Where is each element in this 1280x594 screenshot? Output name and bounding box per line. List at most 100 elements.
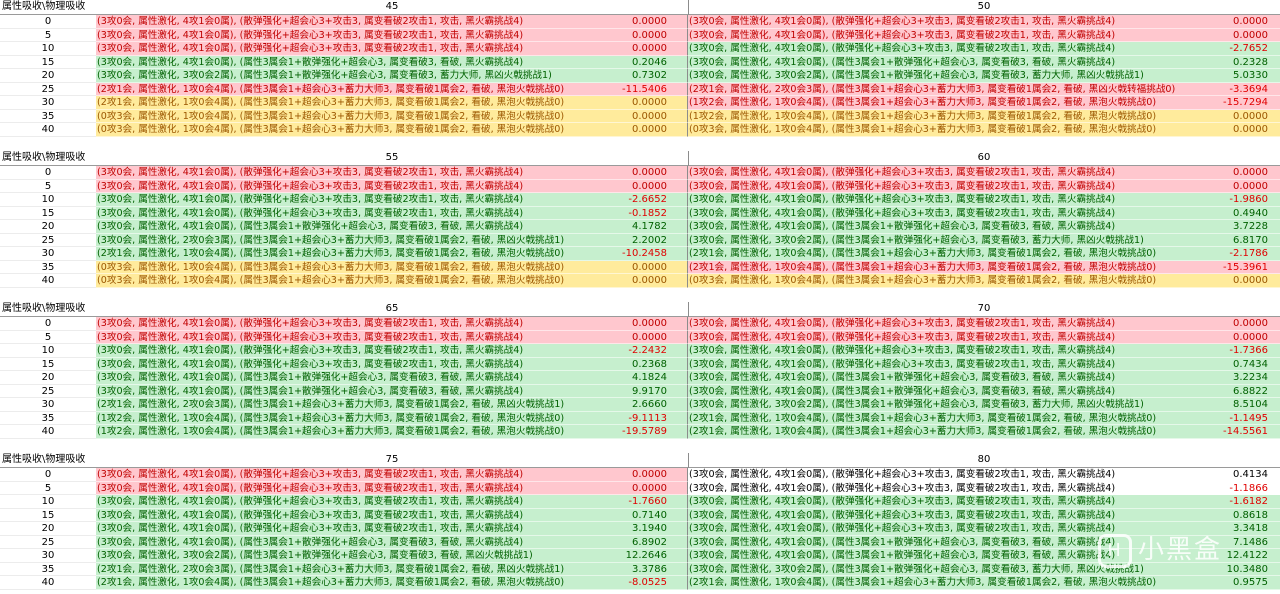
data-cell[interactable]: (3攻0会, 属性激化, 4攻1会0属), (散弹强化+超会心3+攻击3, 属变… xyxy=(96,317,688,331)
row-key[interactable]: 35 xyxy=(0,109,96,123)
data-cell[interactable]: (3攻0会, 属性激化, 4攻1会0属), (散弹强化+超会心3+攻击3, 属变… xyxy=(688,522,1280,536)
data-cell[interactable]: (0攻3会, 属性激化, 1攻0会4属), (属性3属会1+超会心3+蓄力大师3… xyxy=(96,109,688,123)
row-key[interactable]: 5 xyxy=(0,28,96,42)
data-cell[interactable]: (2攻1会, 属性激化, 1攻0会4属), (属性3属会1+超会心3+蓄力大师3… xyxy=(96,82,688,96)
row-key[interactable]: 15 xyxy=(0,206,96,220)
row-key[interactable]: 40 xyxy=(0,274,96,288)
data-cell[interactable]: (3攻0会, 属性激化, 3攻0会2属), (属性3属会1+散弹强化+超会心3,… xyxy=(688,398,1280,412)
data-cell[interactable]: (3攻0会, 属性激化, 4攻1会0属), (散弹强化+超会心3+攻击3, 属变… xyxy=(96,481,688,495)
row-key[interactable]: 25 xyxy=(0,535,96,549)
data-cell[interactable]: (3攻0会, 属性激化, 4攻1会0属), (散弹强化+超会心3+攻击3, 属变… xyxy=(688,193,1280,207)
data-cell[interactable]: (3攻0会, 属性激化, 4攻1会0属), (属性3属会1+散弹强化+超会心3,… xyxy=(96,535,688,549)
data-cell[interactable]: (3攻0会, 属性激化, 4攻1会0属), (散弹强化+超会心3+攻击3, 属变… xyxy=(688,42,1280,56)
data-cell[interactable]: (0攻3会, 属性激化, 1攻0会4属), (属性3属会1+超会心3+蓄力大师3… xyxy=(96,260,688,274)
data-cell[interactable]: (3攻0会, 属性激化, 4攻1会0属), (散弹强化+超会心3+攻击3, 属变… xyxy=(688,508,1280,522)
data-cell[interactable]: (2攻1会, 属性激化, 1攻0会4属), (属性3属会1+超会心3+蓄力大师3… xyxy=(688,247,1280,261)
row-key[interactable]: 0 xyxy=(0,468,96,482)
row-key[interactable]: 15 xyxy=(0,55,96,69)
row-key[interactable]: 25 xyxy=(0,233,96,247)
data-cell[interactable]: (3攻0会, 属性激化, 4攻1会0属), (散弹强化+超会心3+攻击3, 属变… xyxy=(96,42,688,56)
row-key[interactable]: 20 xyxy=(0,69,96,83)
data-cell[interactable]: (3攻0会, 属性激化, 4攻1会0属), (属性3属会1+散弹强化+超会心3,… xyxy=(96,55,688,69)
row-key[interactable]: 0 xyxy=(0,15,96,29)
row-key[interactable]: 30 xyxy=(0,398,96,412)
data-cell[interactable]: (3攻0会, 属性激化, 3攻0会2属), (属性3属会1+散弹强化+超会心3,… xyxy=(688,69,1280,83)
data-cell[interactable]: (3攻0会, 属性激化, 4攻1会0属), (散弹强化+超会心3+攻击3, 属变… xyxy=(688,15,1280,29)
data-cell[interactable]: (3攻0会, 属性激化, 3攻0会2属), (属性3属会1+散弹强化+超会心3,… xyxy=(96,549,688,563)
row-key[interactable]: 10 xyxy=(0,42,96,56)
data-cell[interactable]: (3攻0会, 属性激化, 4攻1会0属), (散弹强化+超会心3+攻击3, 属变… xyxy=(96,344,688,358)
data-cell[interactable]: (3攻0会, 属性激化, 4攻1会0属), (散弹强化+超会心3+攻击3, 属变… xyxy=(96,206,688,220)
row-key[interactable]: 35 xyxy=(0,260,96,274)
row-key[interactable]: 0 xyxy=(0,317,96,331)
data-cell[interactable]: (3攻0会, 属性激化, 4攻1会0属), (属性3属会1+散弹强化+超会心3,… xyxy=(688,220,1280,234)
data-cell[interactable]: (3攻0会, 属性激化, 4攻1会0属), (散弹强化+超会心3+攻击3, 属变… xyxy=(96,15,688,29)
data-cell[interactable]: (3攻0会, 属性激化, 3攻0会2属), (属性3属会1+散弹强化+超会心3,… xyxy=(688,233,1280,247)
data-cell[interactable]: (3攻0会, 属性激化, 4攻1会0属), (散弹强化+超会心3+攻击3, 属变… xyxy=(96,166,688,180)
data-cell[interactable]: (3攻0会, 属性激化, 4攻1会0属), (散弹强化+超会心3+攻击3, 属变… xyxy=(96,179,688,193)
data-cell[interactable]: (3攻0会, 属性激化, 4攻1会0属), (散弹强化+超会心3+攻击3, 属变… xyxy=(688,344,1280,358)
row-key[interactable]: 30 xyxy=(0,247,96,261)
data-cell[interactable]: (3攻0会, 属性激化, 4攻1会0属), (属性3属会1+散弹强化+超会心3,… xyxy=(96,220,688,234)
row-key[interactable]: 25 xyxy=(0,384,96,398)
data-cell[interactable]: (3攻0会, 属性激化, 4攻1会0属), (属性3属会1+散弹强化+超会心3,… xyxy=(688,549,1280,563)
row-key[interactable]: 5 xyxy=(0,330,96,344)
row-key[interactable]: 0 xyxy=(0,166,96,180)
data-cell[interactable]: (3攻0会, 属性激化, 4攻1会0属), (散弹强化+超会心3+攻击3, 属变… xyxy=(96,508,688,522)
row-key[interactable]: 20 xyxy=(0,371,96,385)
data-cell[interactable]: (3攻0会, 属性激化, 4攻1会0属), (散弹强化+超会心3+攻击3, 属变… xyxy=(688,206,1280,220)
data-cell[interactable]: (0攻3会, 属性激化, 1攻0会4属), (属性3属会1+超会心3+蓄力大师3… xyxy=(96,123,688,137)
data-cell[interactable]: (3攻0会, 属性激化, 4攻1会0属), (属性3属会1+散弹强化+超会心3,… xyxy=(688,55,1280,69)
row-key[interactable]: 15 xyxy=(0,508,96,522)
row-key[interactable]: 5 xyxy=(0,481,96,495)
data-cell[interactable]: (3攻0会, 属性激化, 4攻1会0属), (散弹强化+超会心3+攻击3, 属变… xyxy=(96,330,688,344)
data-cell[interactable]: (3攻0会, 属性激化, 4攻1会0属), (散弹强化+超会心3+攻击3, 属变… xyxy=(96,28,688,42)
data-cell[interactable]: (2攻1会, 属性激化, 1攻0会4属), (属性3属会1+超会心3+蓄力大师3… xyxy=(96,247,688,261)
row-key[interactable]: 30 xyxy=(0,549,96,563)
row-key[interactable]: 30 xyxy=(0,96,96,110)
row-key[interactable]: 20 xyxy=(0,522,96,536)
row-key[interactable]: 10 xyxy=(0,193,96,207)
row-key[interactable]: 15 xyxy=(0,357,96,371)
data-cell[interactable]: (3攻0会, 属性激化, 4攻1会0属), (属性3属会1+散弹强化+超会心3,… xyxy=(688,535,1280,549)
data-cell[interactable]: (3攻0会, 属性激化, 4攻1会0属), (散弹强化+超会心3+攻击3, 属变… xyxy=(688,28,1280,42)
data-cell[interactable]: (3攻0会, 属性激化, 4攻1会0属), (散弹强化+超会心3+攻击3, 属变… xyxy=(96,522,688,536)
data-cell[interactable]: (2攻1会, 属性激化, 1攻0会4属), (属性3属会1+超会心3+蓄力大师3… xyxy=(96,96,688,110)
data-cell[interactable]: (3攻0会, 属性激化, 3攻0会2属), (属性3属会1+散弹强化+超会心3,… xyxy=(688,562,1280,576)
data-cell[interactable]: (2攻1会, 属性激化, 1攻0会4属), (属性3属会1+超会心3+蓄力大师3… xyxy=(688,260,1280,274)
data-cell[interactable]: (3攻0会, 属性激化, 4攻1会0属), (散弹强化+超会心3+攻击3, 属变… xyxy=(96,193,688,207)
data-cell[interactable]: (3攻0会, 属性激化, 4攻1会0属), (散弹强化+超会心3+攻击3, 属变… xyxy=(96,495,688,509)
data-cell[interactable]: (3攻0会, 属性激化, 4攻1会0属), (属性3属会1+散弹强化+超会心3,… xyxy=(96,384,688,398)
data-cell[interactable]: (2攻1会, 属性激化, 2攻0会3属), (属性3属会1+超会心3+蓄力大师3… xyxy=(96,562,688,576)
data-cell[interactable]: (2攻1会, 属性激化, 1攻0会4属), (属性3属会1+超会心3+蓄力大师3… xyxy=(96,576,688,590)
row-key[interactable]: 40 xyxy=(0,576,96,590)
data-cell[interactable]: (3攻0会, 属性激化, 4攻1会0属), (散弹强化+超会心3+攻击3, 属变… xyxy=(96,357,688,371)
data-cell[interactable]: (1攻2会, 属性激化, 1攻0会4属), (属性3属会1+超会心3+蓄力大师3… xyxy=(688,109,1280,123)
data-cell[interactable]: (3攻0会, 属性激化, 4攻1会0属), (散弹强化+超会心3+攻击3, 属变… xyxy=(688,166,1280,180)
data-cell[interactable]: (1攻2会, 属性激化, 1攻0会4属), (属性3属会1+超会心3+蓄力大师3… xyxy=(96,411,688,425)
data-cell[interactable]: (3攻0会, 属性激化, 4攻1会0属), (散弹强化+超会心3+攻击3, 属变… xyxy=(96,468,688,482)
data-cell[interactable]: (3攻0会, 属性激化, 4攻1会0属), (散弹强化+超会心3+攻击3, 属变… xyxy=(688,468,1280,482)
data-cell[interactable]: (3攻0会, 属性激化, 4攻1会0属), (散弹强化+超会心3+攻击3, 属变… xyxy=(688,481,1280,495)
data-cell[interactable]: (1攻2会, 属性激化, 1攻0会4属), (属性3属会1+超会心3+蓄力大师3… xyxy=(96,425,688,439)
data-cell[interactable]: (3攻0会, 属性激化, 4攻1会0属), (属性3属会1+散弹强化+超会心3,… xyxy=(688,371,1280,385)
row-key[interactable]: 40 xyxy=(0,123,96,137)
row-key[interactable]: 35 xyxy=(0,411,96,425)
data-cell[interactable]: (3攻0会, 属性激化, 4攻1会0属), (属性3属会1+散弹强化+超会心3,… xyxy=(96,371,688,385)
data-cell[interactable]: (3攻0会, 属性激化, 3攻0会2属), (属性3属会1+散弹强化+超会心3,… xyxy=(96,69,688,83)
data-cell[interactable]: (0攻3会, 属性激化, 1攻0会4属), (属性3属会1+超会心3+蓄力大师3… xyxy=(96,274,688,288)
data-cell[interactable]: (0攻3会, 属性激化, 1攻0会4属), (属性3属会1+超会心3+蓄力大师3… xyxy=(688,274,1280,288)
data-cell[interactable]: (3攻0会, 属性激化, 4攻1会0属), (散弹强化+超会心3+攻击3, 属变… xyxy=(688,495,1280,509)
row-key[interactable]: 40 xyxy=(0,425,96,439)
data-cell[interactable]: (2攻1会, 属性激化, 1攻0会4属), (属性3属会1+超会心3+蓄力大师3… xyxy=(688,576,1280,590)
data-cell[interactable]: (3攻0会, 属性激化, 2攻0会3属), (属性3属会1+超会心3+蓄力大师3… xyxy=(96,233,688,247)
data-cell[interactable]: (2攻1会, 属性激化, 2攻0会3属), (属性3属会1+超会心3+蓄力大师3… xyxy=(96,398,688,412)
data-cell[interactable]: (2攻1会, 属性激化, 1攻0会4属), (属性3属会1+超会心3+蓄力大师3… xyxy=(688,411,1280,425)
row-key[interactable]: 10 xyxy=(0,344,96,358)
data-cell[interactable]: (3攻0会, 属性激化, 4攻1会0属), (散弹强化+超会心3+攻击3, 属变… xyxy=(688,357,1280,371)
data-cell[interactable]: (0攻3会, 属性激化, 1攻0会4属), (属性3属会1+超会心3+蓄力大师3… xyxy=(688,123,1280,137)
row-key[interactable]: 10 xyxy=(0,495,96,509)
row-key[interactable]: 20 xyxy=(0,220,96,234)
row-key[interactable]: 25 xyxy=(0,82,96,96)
row-key[interactable]: 35 xyxy=(0,562,96,576)
